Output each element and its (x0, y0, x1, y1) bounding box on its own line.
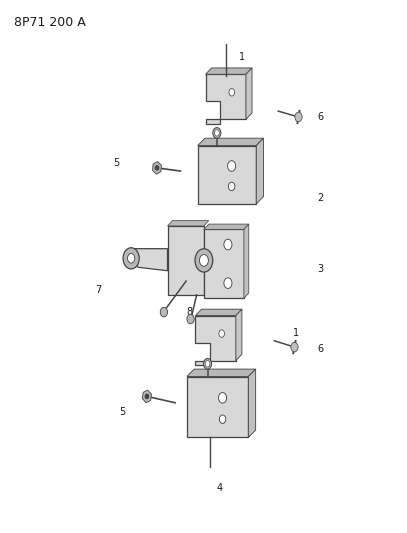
Polygon shape (153, 161, 162, 174)
Polygon shape (187, 369, 256, 376)
Text: 6: 6 (317, 344, 324, 354)
Text: 5: 5 (120, 407, 126, 417)
Polygon shape (168, 226, 204, 295)
Polygon shape (204, 224, 249, 229)
Polygon shape (142, 390, 151, 402)
Text: 2: 2 (317, 192, 324, 203)
Circle shape (219, 330, 225, 337)
Circle shape (155, 166, 159, 170)
Bar (187, 376, 248, 438)
Polygon shape (236, 309, 242, 361)
Text: 3: 3 (317, 264, 324, 274)
Text: 8P71 200 A: 8P71 200 A (13, 16, 85, 29)
Text: 7: 7 (95, 285, 101, 295)
Circle shape (295, 112, 302, 122)
Circle shape (187, 314, 194, 324)
Circle shape (195, 249, 213, 272)
Circle shape (224, 239, 232, 250)
Polygon shape (246, 68, 252, 119)
Circle shape (219, 415, 226, 423)
Circle shape (224, 278, 232, 288)
Circle shape (199, 255, 208, 266)
Text: 4: 4 (217, 483, 223, 493)
Circle shape (145, 394, 149, 399)
Polygon shape (195, 316, 236, 365)
Circle shape (204, 359, 212, 369)
Polygon shape (198, 138, 263, 146)
Polygon shape (206, 68, 252, 74)
Polygon shape (244, 224, 249, 298)
Circle shape (123, 248, 139, 269)
Text: 6: 6 (317, 112, 324, 122)
Circle shape (127, 254, 135, 263)
Circle shape (291, 342, 298, 352)
Polygon shape (124, 249, 168, 271)
Polygon shape (206, 74, 246, 124)
Polygon shape (195, 309, 242, 316)
Polygon shape (248, 369, 256, 438)
Circle shape (228, 161, 236, 171)
Text: 8: 8 (186, 306, 193, 317)
Circle shape (214, 130, 219, 136)
Circle shape (229, 88, 234, 96)
Circle shape (219, 393, 227, 403)
Text: 5: 5 (114, 158, 120, 168)
Circle shape (160, 308, 168, 317)
Circle shape (213, 127, 221, 138)
Bar (198, 146, 256, 204)
Polygon shape (256, 138, 263, 204)
Circle shape (205, 361, 210, 367)
Circle shape (228, 182, 235, 191)
Polygon shape (168, 221, 209, 226)
Text: 1: 1 (293, 328, 300, 338)
Text: 1: 1 (239, 52, 245, 62)
Polygon shape (204, 229, 244, 298)
